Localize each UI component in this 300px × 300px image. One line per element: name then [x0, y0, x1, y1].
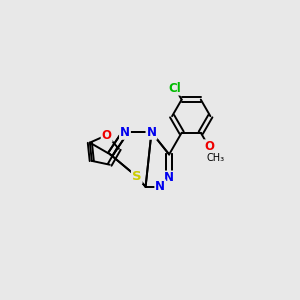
- Text: S: S: [132, 170, 142, 183]
- Text: CH₃: CH₃: [206, 153, 225, 163]
- Text: N: N: [155, 180, 165, 193]
- Text: N: N: [146, 126, 157, 139]
- Text: O: O: [204, 140, 214, 153]
- Text: N: N: [120, 126, 130, 139]
- Text: Cl: Cl: [169, 82, 182, 94]
- Text: O: O: [102, 129, 112, 142]
- Text: N: N: [164, 172, 174, 184]
